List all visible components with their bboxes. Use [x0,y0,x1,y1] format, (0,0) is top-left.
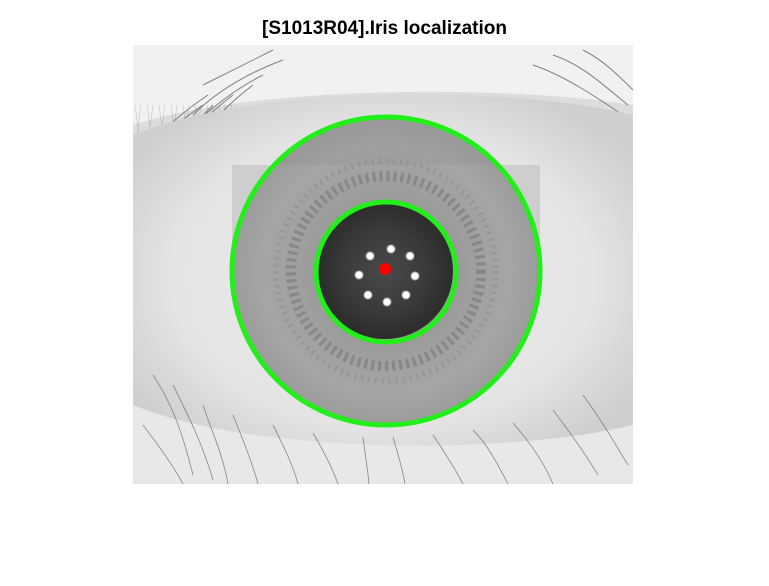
eye-image-axes [133,45,633,484]
iris-boundary-circle [229,114,543,428]
upper-eyelid [133,45,633,125]
pupil-boundary-circle [313,199,459,345]
iris-collarette [286,171,486,371]
center-marker [379,263,391,275]
eye-image [133,45,633,484]
led-reflections [354,244,420,307]
lower-eyelid [133,405,633,484]
lower-eyelashes [142,374,629,484]
figure-title: [S1013R04].Iris localization [262,18,507,39]
